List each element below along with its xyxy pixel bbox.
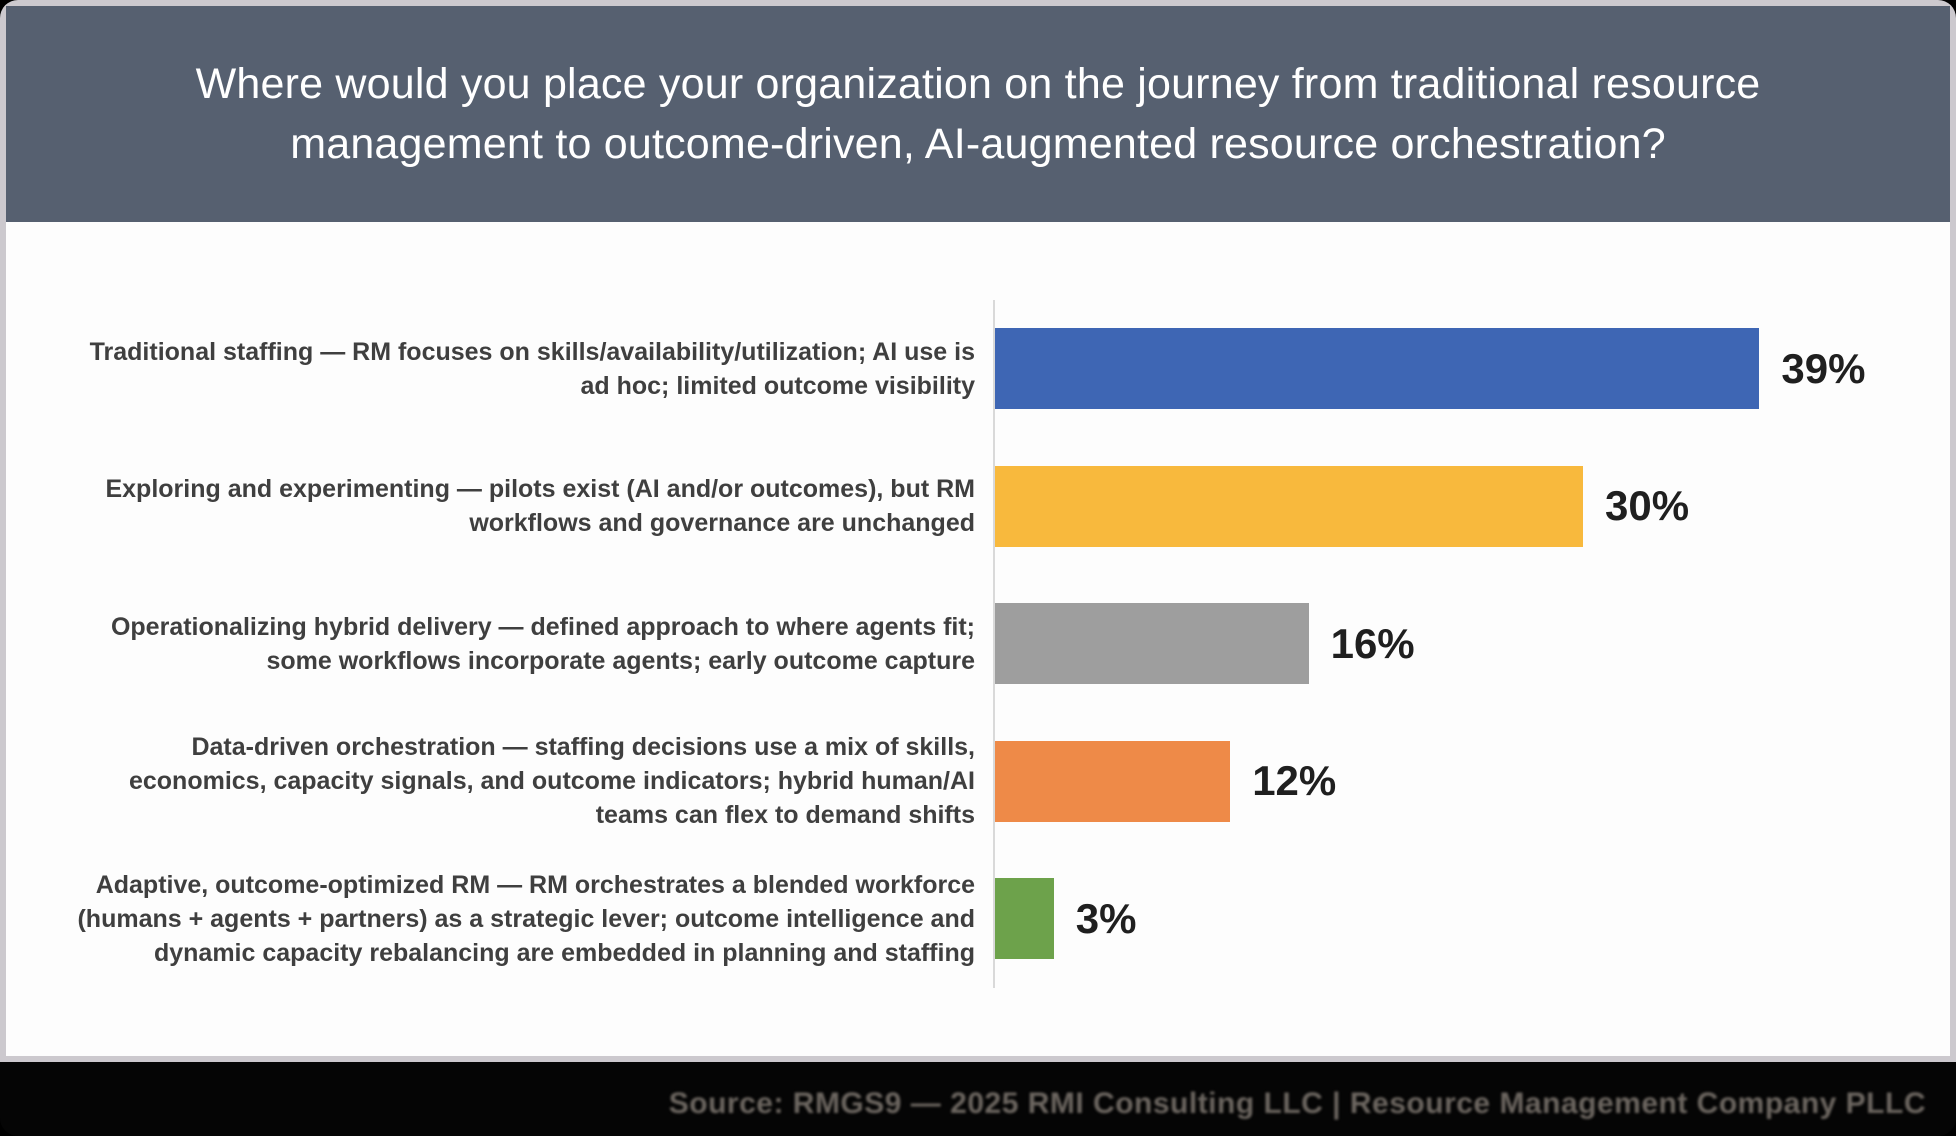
- category-label: Adaptive, outcome-optimized RM — RM orch…: [77, 870, 975, 967]
- chart-row: Operationalizing hybrid delivery — defin…: [6, 575, 1950, 713]
- plot-area: 16%: [993, 575, 1950, 713]
- value-label: 3%: [1075, 894, 1137, 942]
- question-header-band: Where would you place your organization …: [6, 6, 1950, 222]
- plot-area: 12%: [993, 712, 1950, 850]
- value-label: 12%: [1252, 757, 1337, 805]
- value-label: 30%: [1605, 482, 1690, 530]
- bar: [995, 740, 1231, 822]
- bar: [995, 603, 1309, 685]
- bar-chart: Traditional staffing — RM focuses on ski…: [6, 300, 1950, 989]
- value-label: 16%: [1330, 619, 1415, 667]
- bar: [995, 328, 1760, 410]
- plot-area: 3%: [993, 850, 1950, 988]
- chart-title-line-1: Where would you place your organization …: [195, 60, 1761, 108]
- category-label: Exploring and experimenting — pilots exi…: [105, 475, 975, 538]
- chart-title-line-2: management to outcome-driven, AI-augment…: [290, 120, 1666, 168]
- bar: [995, 878, 1054, 960]
- plot-area: 39%: [993, 300, 1950, 438]
- footer-band: Source: RMGS9 — 2025 RMI Consulting LLC …: [0, 1062, 1956, 1136]
- chart-row: Exploring and experimenting — pilots exi…: [6, 437, 1950, 575]
- chart-row: Traditional staffing — RM focuses on ski…: [6, 300, 1950, 438]
- category-label: Data-driven orchestration — staffing dec…: [128, 733, 975, 830]
- source-citation: Source: RMGS9 — 2025 RMI Consulting LLC …: [668, 1087, 1926, 1120]
- value-label: 39%: [1781, 344, 1866, 392]
- category-label: Operationalizing hybrid delivery — defin…: [110, 612, 975, 675]
- chart-row: Data-driven orchestration — staffing dec…: [6, 712, 1950, 850]
- slide-body: Where would you place your organization …: [0, 0, 1956, 1062]
- bar: [995, 465, 1583, 547]
- chart-row: Adaptive, outcome-optimized RM — RM orch…: [6, 850, 1950, 988]
- plot-area: 30%: [993, 437, 1950, 575]
- category-label: Traditional staffing — RM focuses on ski…: [89, 337, 975, 400]
